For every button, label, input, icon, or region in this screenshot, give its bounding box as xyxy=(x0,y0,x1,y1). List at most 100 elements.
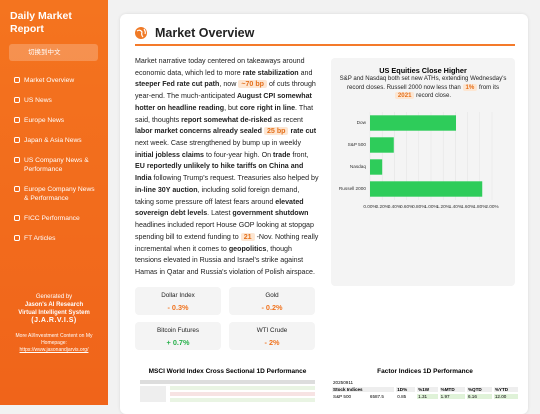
bold-text: trade xyxy=(273,150,291,159)
text: to four-year high. On xyxy=(204,150,274,159)
chart-panel xyxy=(331,58,515,286)
nav-item[interactable]: FT Articles xyxy=(0,234,108,243)
nav: Market Overview US News Europe News Japan &… xyxy=(0,76,108,254)
bold-text: rate stabilization xyxy=(242,68,299,77)
table-cell: S&P 500 xyxy=(333,394,352,399)
text: from its xyxy=(477,83,499,91)
tile-value: + 0.7% xyxy=(166,338,190,347)
metric-tile: Dollar Index - 0.3% xyxy=(135,287,221,315)
highlight: ~70 bp xyxy=(238,80,267,89)
x-tick-label: 1.60% xyxy=(461,204,474,209)
nav-icon xyxy=(14,157,20,163)
generated-by: Generated by xyxy=(35,294,73,300)
homepage-link[interactable]: https://www.jasonandjarvis.org/ xyxy=(19,347,89,353)
nav-item[interactable]: Europe News xyxy=(0,116,108,125)
nav-label: Europe News xyxy=(24,117,65,124)
nav-label: Europe Company News & Performance xyxy=(24,186,95,202)
text: following Trump's request. Treasuries al… xyxy=(151,174,319,183)
nav-item[interactable]: Japan & Asia News xyxy=(0,136,108,145)
bold-text: report somewhat de-risked xyxy=(181,115,272,124)
acronym: (J.A.R.V.I.S) xyxy=(31,317,77,324)
msci-heatmap xyxy=(140,380,315,402)
nav-item[interactable]: US News xyxy=(0,96,108,105)
bold-text: EU reportedly unlikely to hike tariffs o… xyxy=(135,162,304,183)
nav-icon-shape xyxy=(14,97,20,103)
tile-label: Dollar Index xyxy=(161,292,195,299)
table-cell: 6.16 xyxy=(466,394,492,399)
nav-icon-shape xyxy=(14,137,20,143)
page-body: Daily Market Report 切换到中文 Market Overvie… xyxy=(0,0,528,414)
x-tick-label: 2.00% xyxy=(485,204,498,209)
text: , including solid foreign demand, taking… xyxy=(135,185,300,206)
author: Jason's AI Research xyxy=(24,302,84,308)
highlight: 1% xyxy=(462,83,478,91)
tile-label: WTI Crude xyxy=(256,327,288,334)
text: , now xyxy=(219,80,239,89)
system: Virtual Intelligent System xyxy=(18,310,90,316)
nav-item[interactable]: Market Overview xyxy=(0,76,108,85)
table-date: 20250911 xyxy=(333,380,354,385)
text: of cuts through year-end. The much-antic… xyxy=(135,80,316,101)
y-tick-label: S&P 500 xyxy=(348,142,367,147)
highlight: 21 xyxy=(240,232,255,241)
header-cell: %YTD xyxy=(494,387,509,392)
text: record close. xyxy=(414,92,452,99)
factor-table: 20250911 Stock Indices 1D% %1W %MTD %QTD %YTD S… xyxy=(330,378,520,401)
y-tick-label: Dow xyxy=(357,120,367,125)
y-tick-label: Nasdaq xyxy=(350,164,367,169)
metric-tile: Bitcoin Futures + 0.7% xyxy=(135,322,221,350)
nav-icon-shape xyxy=(14,235,20,241)
nav-label: US News xyxy=(24,97,52,104)
nav-label: Market Overview xyxy=(24,77,75,84)
sidebar-title: Daily Market Report xyxy=(10,10,72,35)
bold-text: geopolitics xyxy=(228,244,267,253)
x-tick-label: 1.40% xyxy=(449,204,462,209)
bold-text: in-line 30Y auction xyxy=(135,185,198,194)
globe-icon xyxy=(135,27,147,39)
tile-label: Bitcoin Futures xyxy=(157,327,199,334)
x-tick-label: 0.60% xyxy=(400,204,413,209)
nav-icon xyxy=(14,137,20,143)
table-header: Stock Indices 1D% %1W %MTD %QTD %YTD xyxy=(332,387,518,392)
tile-value: - 0.3% xyxy=(167,303,189,312)
highlight: 2021 xyxy=(394,92,415,99)
nav-icon xyxy=(14,215,20,221)
nav-icon-shape xyxy=(14,117,20,123)
tile-label: Gold xyxy=(265,292,279,299)
nav-item[interactable]: US Company News & Performance xyxy=(0,156,108,174)
table-cell: 1.31 xyxy=(417,394,438,399)
factor-title: Factor Indices 1D Performance xyxy=(377,368,473,375)
text: . Latest xyxy=(207,209,233,218)
x-tick-label: 0.00% xyxy=(363,204,376,209)
text: , though tensions elevated in Russia and… xyxy=(135,244,315,276)
bold-text: elevated sovereign debt levels xyxy=(135,197,304,218)
text: next week. Case strengthened by bump up … xyxy=(135,139,302,148)
x-tick-label: 1.20% xyxy=(437,204,450,209)
bold-text: government shutdown xyxy=(232,209,309,218)
bold-text: labor market concerns already sealed xyxy=(135,127,262,136)
header-cell: 1D% xyxy=(397,387,408,392)
nav-label: FICC Performance xyxy=(24,215,80,222)
table-cell: 6587.5 xyxy=(369,394,384,399)
nav-item[interactable]: FICC Performance xyxy=(0,214,108,223)
nav-icon-shape xyxy=(14,215,20,221)
x-tick-label: 1.80% xyxy=(473,204,486,209)
x-tick-label: 0.80% xyxy=(412,204,425,209)
metric-tile: Gold - 0.2% xyxy=(229,287,315,315)
bold-text: initial jobless claims xyxy=(135,150,204,159)
nav-item[interactable]: Europe Company News & Performance xyxy=(0,185,108,203)
nav-label: US Company News & Performance xyxy=(24,157,89,173)
bold-text: August CPI somewhat hotter on headline r… xyxy=(135,92,312,112)
language-button[interactable]: 切换到中文 xyxy=(9,44,98,61)
text: Market narrative today centered on takea… xyxy=(135,57,305,77)
overview-text: Market narrative today centered on takea… xyxy=(135,56,319,279)
bar xyxy=(370,115,457,131)
nav-icon xyxy=(14,77,20,83)
section-title: Market Overview xyxy=(155,26,255,40)
nav-icon-shape xyxy=(14,157,20,163)
table-row: S&P 500 6587.5 0.85 1.31 1.97 6.16 12.00 xyxy=(332,394,518,399)
text: S&P and Nasdaq both set new ATHs, extend… xyxy=(339,75,507,91)
tile-value: - 2% xyxy=(264,338,280,347)
text: -Nov. Nothing really incremental when it… xyxy=(135,232,319,253)
sidebar-footer: Generated by Jason's AI Research Virtual… xyxy=(4,293,104,354)
